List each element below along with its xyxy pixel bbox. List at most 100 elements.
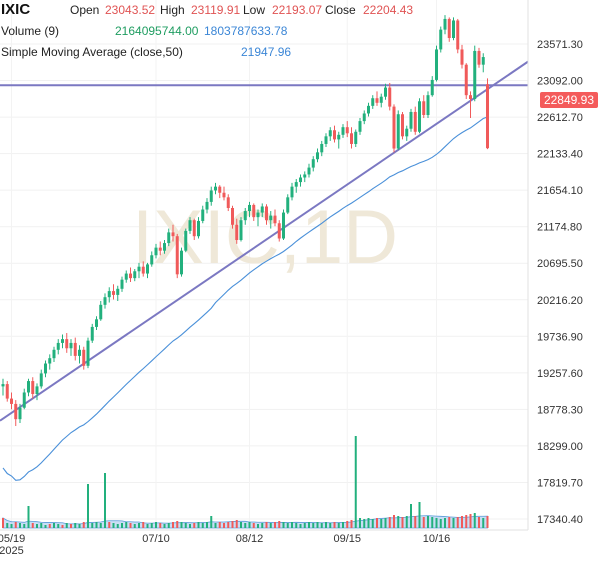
candle-body xyxy=(120,279,124,289)
volume-bar xyxy=(482,518,485,528)
candle-body xyxy=(163,243,166,251)
volume-bar xyxy=(218,522,221,528)
volume-bar xyxy=(6,523,9,528)
volume-area xyxy=(2,515,488,529)
candle-body xyxy=(464,64,468,96)
volume-bar xyxy=(380,519,383,528)
time-tick-label: 08/12 xyxy=(236,533,264,545)
price-axis: 17340.40 17819.70 18299.00 18778.30 19257.60… xyxy=(527,0,583,530)
volume-bar xyxy=(418,502,421,528)
volume-bar xyxy=(286,523,289,528)
candle-body xyxy=(260,206,264,213)
volume-bar xyxy=(23,524,26,528)
volume-bar xyxy=(257,524,259,528)
volume-value-2: 1803787633.78 xyxy=(204,24,288,38)
time-tick-year: 2025 xyxy=(0,545,24,557)
candle-body xyxy=(354,131,358,144)
time-tick-label: 10/16 xyxy=(423,533,451,545)
candle-body xyxy=(294,182,298,187)
volume-bar xyxy=(125,522,128,528)
volume-bar xyxy=(414,516,417,528)
volume-bar xyxy=(291,522,293,528)
volume-bar xyxy=(57,524,60,528)
candle-body xyxy=(133,271,137,279)
volume-bar xyxy=(342,522,344,528)
trendlines xyxy=(0,60,529,422)
candle-body xyxy=(180,250,183,275)
candle-body xyxy=(48,358,52,364)
candle-body xyxy=(282,212,285,239)
volume-bar xyxy=(155,522,157,528)
volume-bar xyxy=(82,522,85,528)
volume-bar xyxy=(448,517,451,528)
close-label: Close xyxy=(325,3,356,17)
candle-body xyxy=(158,247,162,251)
volume-bar xyxy=(65,523,68,528)
volume-bar xyxy=(329,523,332,528)
candle-body xyxy=(409,111,413,129)
volume-bar xyxy=(473,513,476,528)
candle-body xyxy=(239,220,243,241)
candle-body xyxy=(235,224,239,241)
candle-body xyxy=(265,206,268,221)
volume-bar xyxy=(384,518,387,528)
volume-bar xyxy=(410,504,412,528)
candle-body xyxy=(56,342,60,350)
candle-body xyxy=(473,50,477,99)
volume-bar xyxy=(44,525,47,528)
volume-bar xyxy=(172,522,174,528)
candle-body xyxy=(226,197,230,208)
volume-bar xyxy=(333,522,336,528)
close-value: 22204.43 xyxy=(363,3,414,17)
candle-body xyxy=(78,349,81,356)
volume-bar xyxy=(295,523,298,528)
candle-body xyxy=(269,215,273,221)
candle-body xyxy=(396,114,400,149)
symbol-label: IXIC xyxy=(1,1,31,18)
candle-body xyxy=(5,384,9,399)
candle-body xyxy=(481,57,485,65)
candle-body xyxy=(337,134,341,140)
volume-bar xyxy=(150,523,153,528)
volume-bar xyxy=(163,524,166,528)
candle-body xyxy=(222,192,226,198)
low-value: 22193.07 xyxy=(272,3,323,17)
candle-body xyxy=(146,264,149,274)
candle-body xyxy=(256,212,260,218)
candle-body xyxy=(328,130,332,137)
volume-bar xyxy=(189,524,191,528)
price-tick-label: 21174.80 xyxy=(537,222,582,234)
volume-bar xyxy=(444,518,446,528)
volume-bar xyxy=(36,524,38,528)
candle-body xyxy=(307,167,311,175)
volume-bar xyxy=(465,515,468,528)
volume-bar xyxy=(112,523,115,528)
candle-body xyxy=(392,106,396,149)
candle-body xyxy=(273,215,277,224)
volume-bar xyxy=(371,519,374,528)
volume-bar xyxy=(201,523,204,528)
volume-bar xyxy=(367,518,370,528)
time-tick-label: 05/19 xyxy=(0,533,25,545)
volume-bar xyxy=(308,522,310,528)
volume-bar xyxy=(19,523,21,528)
volume-bar xyxy=(70,524,72,528)
volume-bar xyxy=(231,521,234,528)
volume-bar xyxy=(184,523,187,528)
volume-bar xyxy=(99,523,102,528)
candle-body xyxy=(86,340,90,366)
volume-bar xyxy=(78,524,81,528)
volume-bar xyxy=(265,522,268,528)
candle-body xyxy=(426,95,430,115)
volume-bar xyxy=(95,522,98,528)
price-tick-label: 21654.10 xyxy=(537,185,583,197)
candle-body xyxy=(44,363,47,374)
candle-body xyxy=(362,113,366,122)
sma-value: 21947.96 xyxy=(241,45,292,59)
candle-body xyxy=(333,130,336,140)
candle-body xyxy=(290,186,294,198)
candle-body xyxy=(299,177,302,183)
candle-body xyxy=(31,381,35,395)
